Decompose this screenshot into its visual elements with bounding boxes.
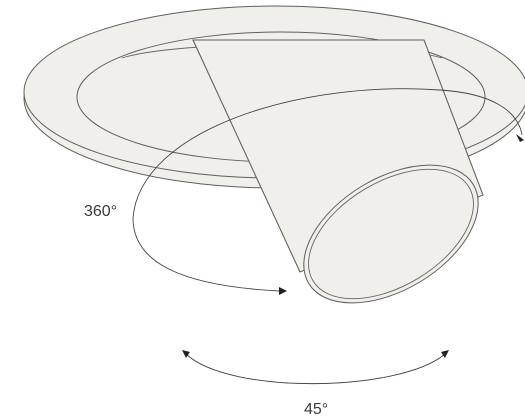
rotation-label: 360°	[84, 203, 117, 220]
rotation-arrowhead-front	[279, 287, 287, 295]
tilt-arrowhead-left	[182, 350, 190, 358]
cylinder-left-edge	[192, 39, 301, 273]
rotation-orbit-front	[132, 217, 281, 292]
tilt-arrowhead-right	[441, 350, 449, 358]
tilt-45-indicator: 45°	[182, 350, 449, 418]
lamp-cylinder	[192, 39, 484, 304]
tilt-arc	[185, 353, 446, 385]
rotation-360-indicator: 360°	[84, 88, 524, 295]
rotation-arrowhead-back	[516, 134, 524, 142]
cylinder-lens-face-inner	[308, 168, 474, 300]
cylinder-lens-face-outer	[303, 164, 479, 304]
tilt-label: 45°	[304, 401, 328, 418]
cylinder-right-edge	[423, 39, 484, 196]
rotation-orbit-back	[132, 88, 523, 219]
